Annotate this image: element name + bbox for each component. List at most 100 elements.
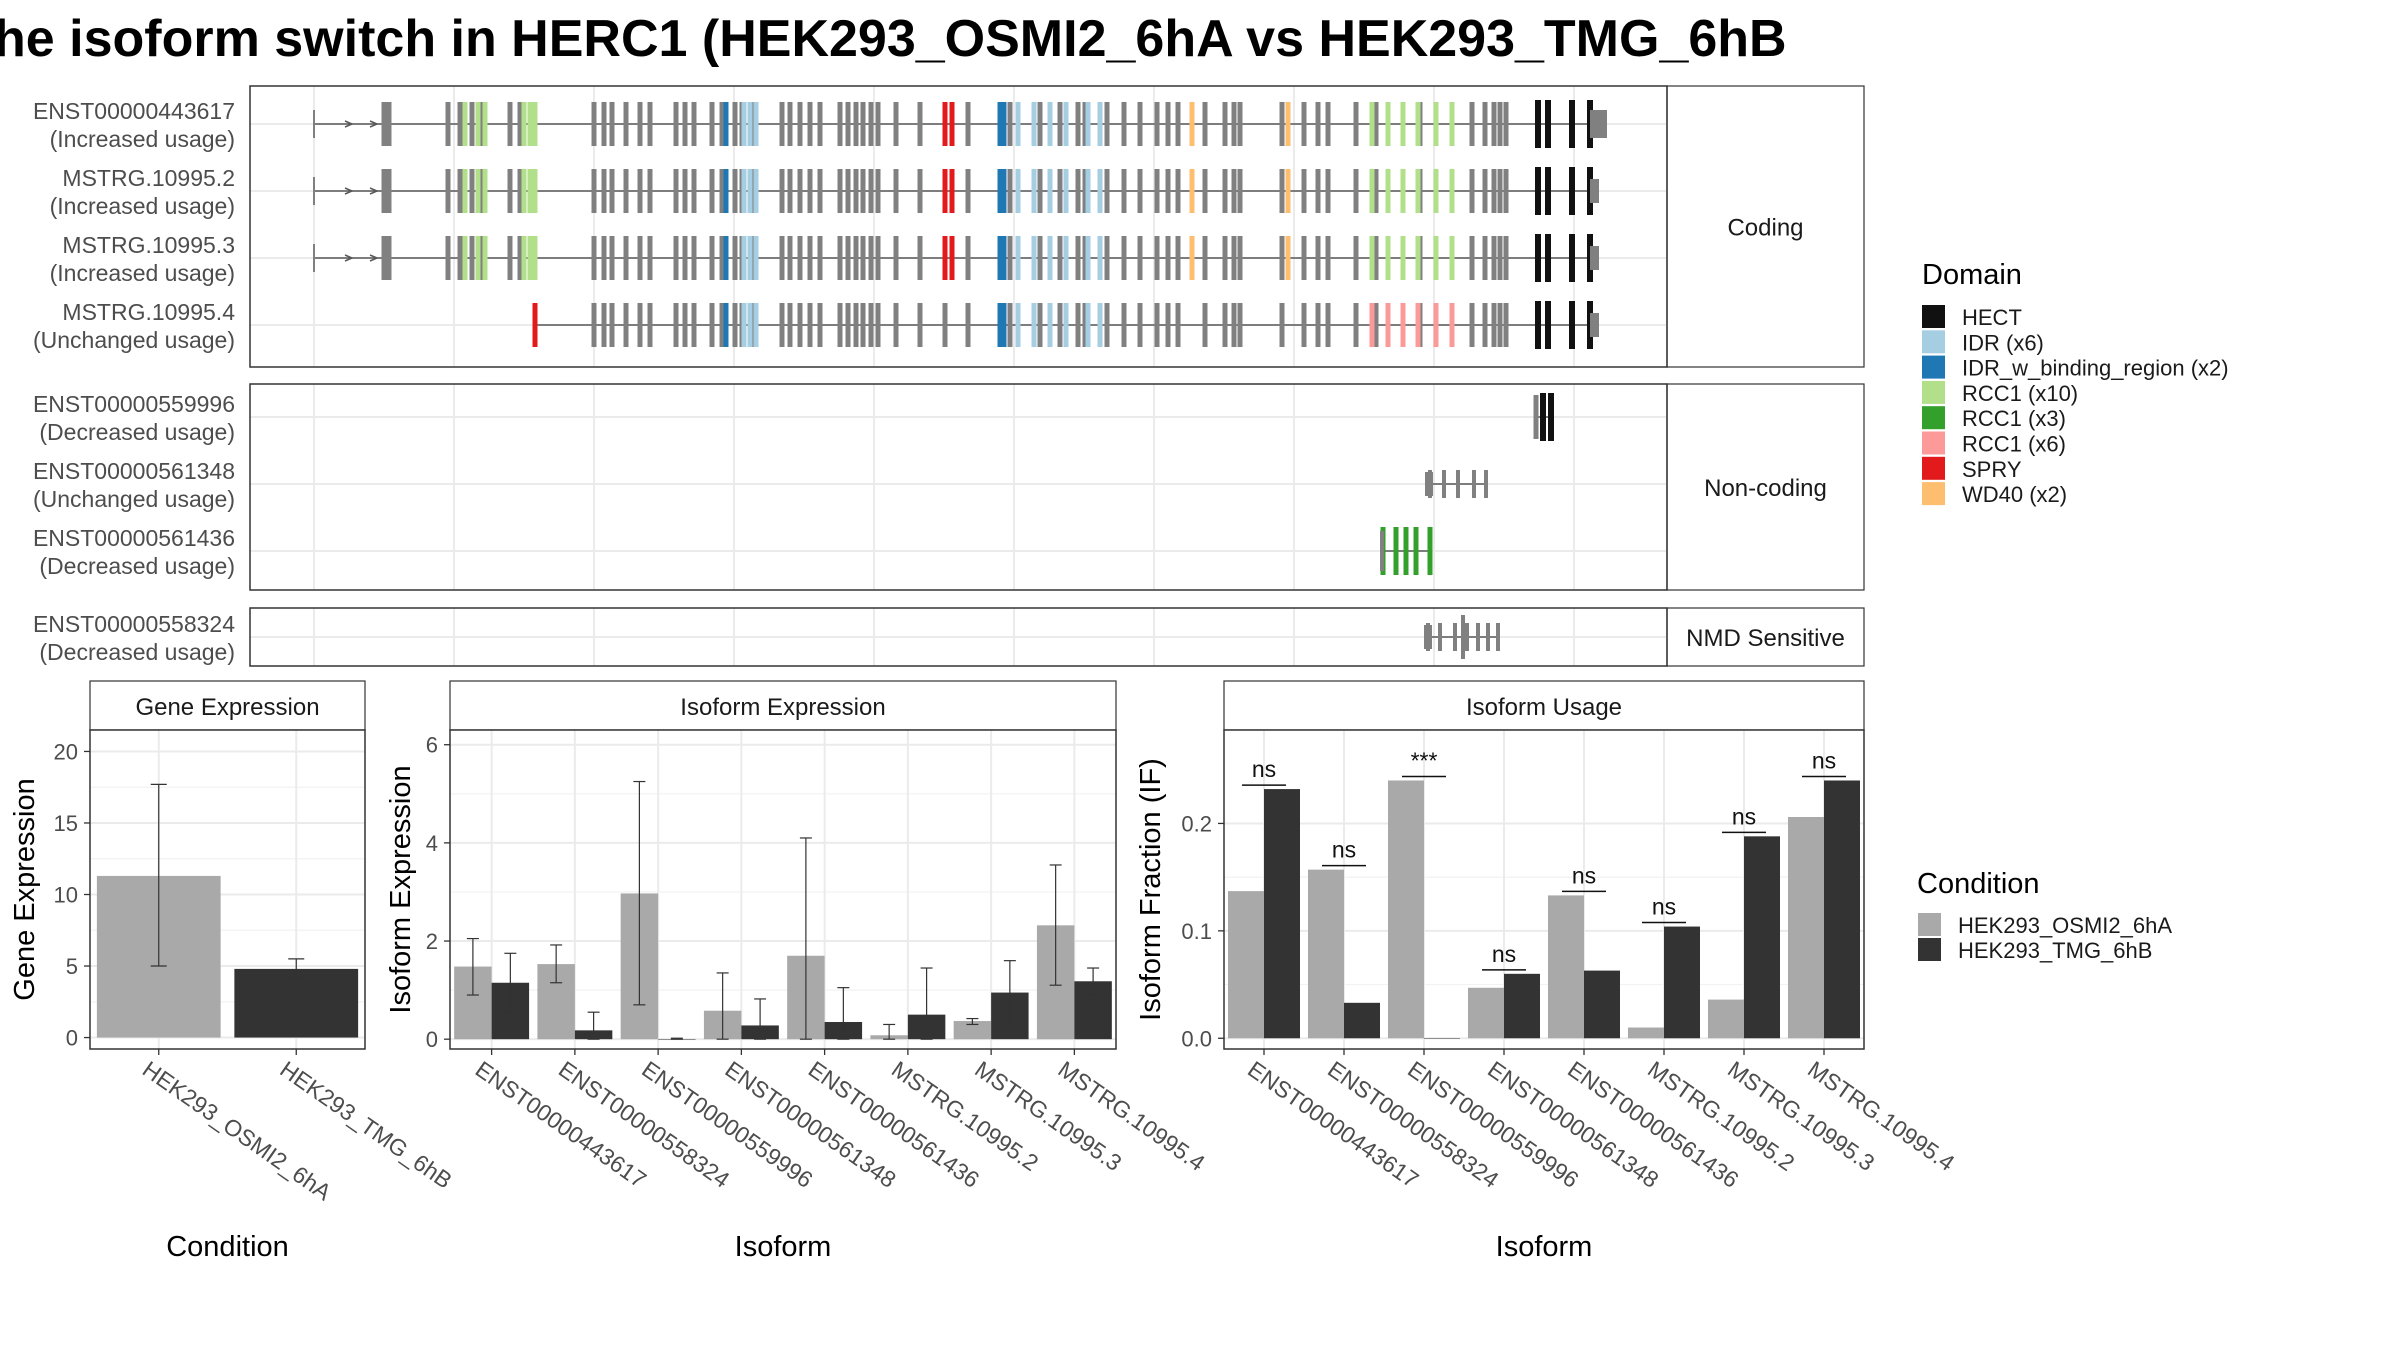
exon-mark [1325,236,1331,280]
terminal-exon [1590,110,1607,138]
exon-mark [719,236,725,280]
exon-mark [1497,169,1503,213]
exon-mark [1175,169,1181,213]
transcript-usage: (Increased usage) [50,126,235,152]
transcript-usage: (Unchanged usage) [33,327,235,353]
significance-label: *** [1411,747,1438,773]
exon-mark [637,102,643,146]
exon-mark [797,236,803,280]
domain-mark [1433,169,1439,213]
direction-arrow [369,187,379,195]
exon-mark [457,236,463,280]
bar [1264,789,1300,1039]
domain-mark [1047,102,1053,146]
transcript-name: ENST00000561436 [33,525,235,551]
domain-mark [1449,102,1455,146]
significance-label: ns [1732,803,1756,829]
exon-mark [1121,303,1127,347]
exon-mark [1482,102,1488,146]
domain-mark [1415,236,1421,280]
domain-mark [1385,102,1391,146]
domain-mark [1047,169,1053,213]
exon-mark [1237,169,1243,213]
exon-mark [845,303,851,347]
condition-legend-label: HEK293_OSMI2_6hA [1958,913,2172,938]
exon-mark [1380,531,1384,571]
domain-legend-swatch [1922,355,1945,379]
exon-mark [479,169,485,213]
exon-mark [1075,303,1081,347]
exon-mark [1373,303,1379,347]
y-axis-label: Gene Expression [9,778,41,1000]
isoform-usage-chart: Isoform Usage0.00.10.2nsENST00000443617n… [1135,680,1960,1263]
significance-label: ns [1652,894,1676,920]
domain-mark [753,303,759,347]
bar [1788,817,1824,1039]
bar [1664,926,1700,1039]
hect-domain-mark [1548,393,1554,441]
exon-mark [1057,303,1063,347]
facet-strip [89,680,366,731]
direction-arrow [369,254,379,262]
domain-mark [1189,236,1195,280]
exon-mark [1491,169,1497,213]
exon-mark [1469,169,1475,213]
domain-mark [1189,102,1195,146]
domain-mark [1047,236,1053,280]
y-tick-label: 0.2 [1181,811,1212,836]
y-tick-label: 15 [54,811,78,836]
domain-mark [747,303,753,347]
domain-mark [1385,169,1391,213]
hect-domain-mark [1535,301,1541,349]
direction-arrow [344,120,354,128]
exon-mark [1301,102,1307,146]
domain-mark [1400,236,1406,280]
domain-mark [1015,236,1021,280]
significance-label: ns [1252,756,1276,782]
exon-mark [1279,102,1285,146]
domain-mark [521,169,527,213]
exon-mark [1533,395,1539,439]
exon-mark [1104,169,1110,213]
exon-mark [609,303,615,347]
exon-mark [1315,236,1321,280]
exon-mark [1165,102,1171,146]
exon-mark [1075,169,1081,213]
transcript-usage: (Unchanged usage) [33,486,235,512]
exon-mark [507,169,513,213]
exon-mark [1325,169,1331,213]
exon-mark [1315,102,1321,146]
hect-domain-mark [1545,301,1551,349]
domain-mark [462,236,468,280]
exon-mark [860,102,866,146]
domain-mark [1085,169,1091,213]
exon-mark [1037,236,1043,280]
domain-mark [521,236,527,280]
direction-arrow [344,187,354,195]
domain-mark [741,102,747,146]
domain-legend-title: Domain [1922,259,2022,291]
exon-mark [732,303,738,347]
domain-mark [1415,303,1421,347]
hect-domain-mark [1540,393,1546,441]
domain-mark [1047,303,1053,347]
domain-mark [1285,169,1291,213]
domain-mark [1413,527,1419,575]
exon-mark [965,169,971,213]
exon-mark [860,236,866,280]
exon-mark [601,102,607,146]
exon-mark [479,236,485,280]
exon-mark [853,102,859,146]
exon-mark [517,236,523,280]
domain-mark [527,169,533,213]
facet-strip [449,680,1117,731]
bar [1308,869,1344,1039]
exon-mark [507,102,513,146]
domain-mark [1385,303,1391,347]
exon-mark [386,236,392,280]
exon-mark [647,169,653,213]
domain-mark [753,169,759,213]
domain-mark [1015,303,1021,347]
